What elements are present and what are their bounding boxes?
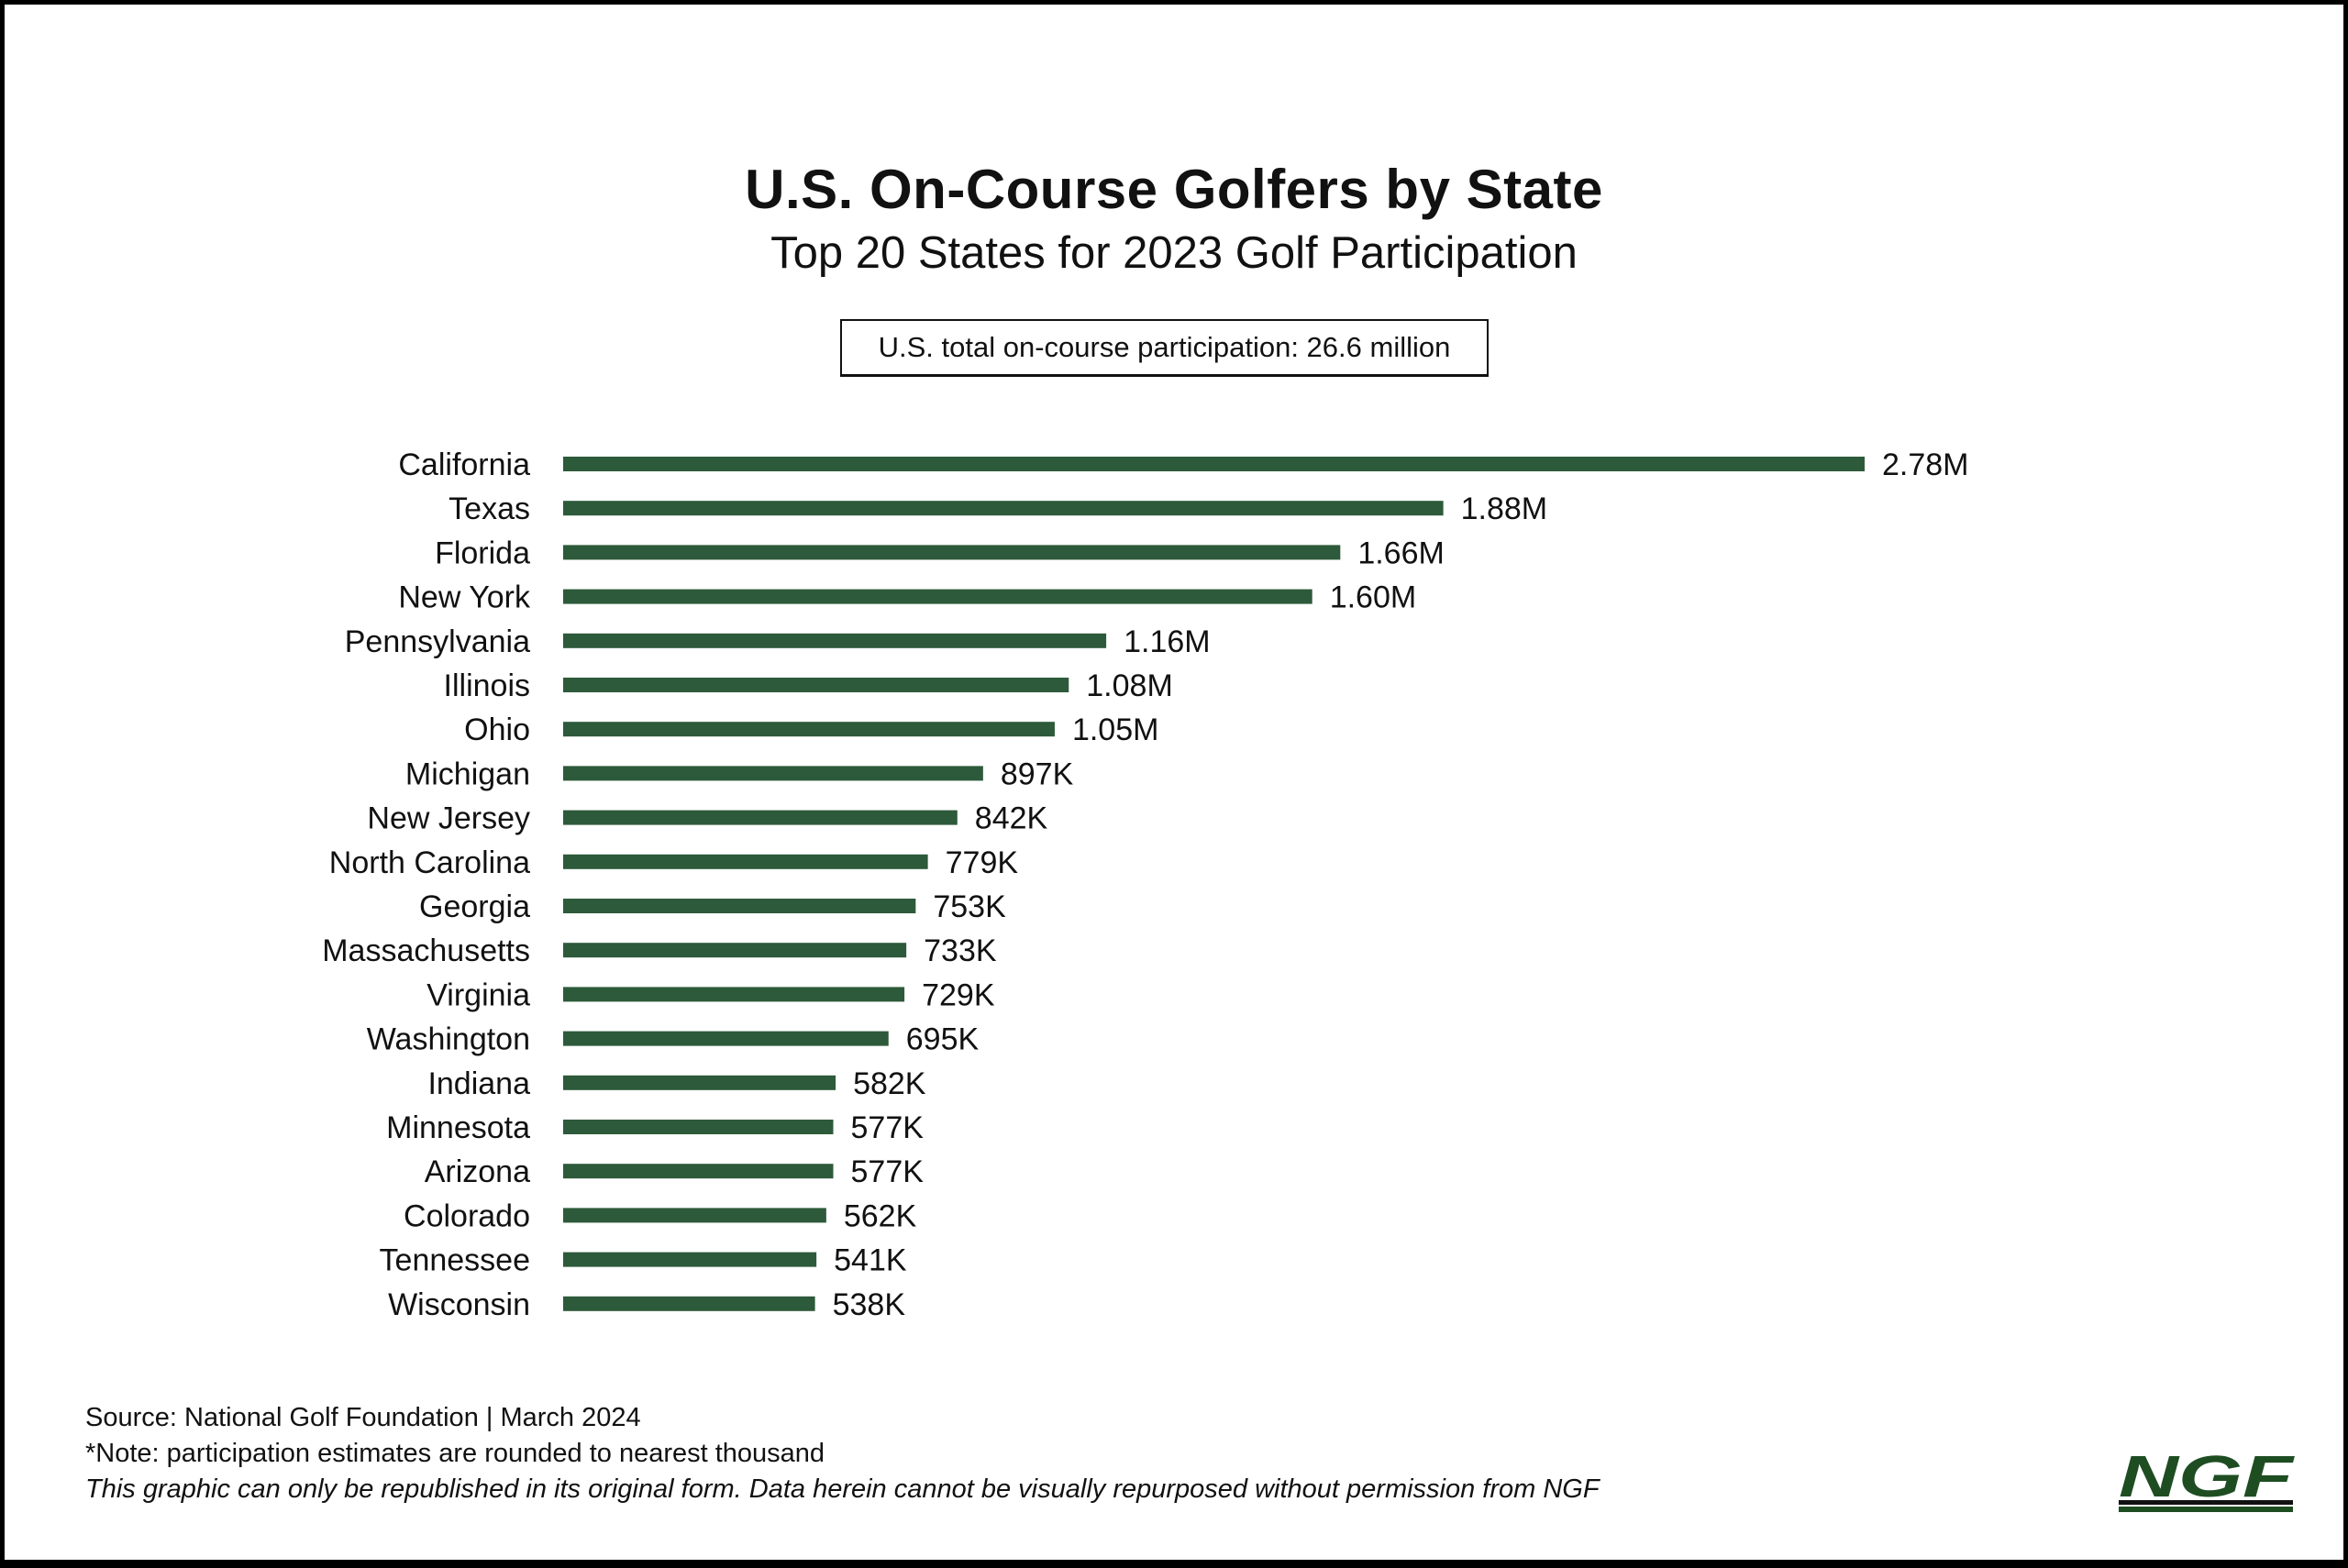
category-label: Virginia — [426, 977, 530, 1012]
category-label: Arizona — [425, 1154, 530, 1189]
category-label: Florida — [435, 536, 530, 570]
bar — [563, 899, 916, 913]
bar-row: Virginia 729K — [426, 977, 995, 1012]
bar — [563, 987, 905, 1002]
bar — [563, 1296, 815, 1311]
bar-row: Georgia 753K — [419, 889, 1006, 924]
bar-row: Tennessee 541K — [380, 1243, 907, 1278]
bar — [563, 678, 1069, 692]
category-label: New Jersey — [367, 801, 530, 836]
category-label: Tennessee — [380, 1243, 530, 1278]
bar — [563, 854, 928, 869]
bar — [563, 1164, 834, 1179]
bar-row: Wisconsin 538K — [388, 1287, 905, 1322]
bar — [563, 501, 1444, 516]
bar — [563, 589, 1312, 604]
bar — [563, 1208, 826, 1223]
bar-row: Indiana 582K — [427, 1066, 925, 1101]
category-label: New York — [398, 580, 531, 615]
bar-row: Michigan 897K — [405, 756, 1074, 791]
bar — [563, 1120, 834, 1134]
bar-row: New Jersey 842K — [367, 801, 1047, 836]
category-label: California — [398, 447, 530, 482]
category-label: Pennsylvania — [345, 624, 530, 659]
data-label: 562K — [844, 1198, 917, 1233]
bar-row: Ohio 1.05M — [464, 712, 1158, 747]
data-label: 538K — [833, 1287, 906, 1322]
chart-title: U.S. On-Course Golfers by State — [745, 159, 1603, 220]
data-label: 1.16M — [1124, 624, 1211, 659]
category-label: Indiana — [427, 1066, 530, 1101]
category-label: Michigan — [405, 756, 530, 791]
total-participation-box: U.S. total on-course participation: 26.6… — [840, 319, 1489, 377]
ngf-logo: NGF — [2119, 1449, 2296, 1512]
category-label: Ohio — [464, 712, 530, 747]
bar-row: Pennsylvania 1.16M — [345, 624, 1211, 659]
bar-row: North Carolina 779K — [329, 845, 1019, 880]
bar — [563, 545, 1341, 560]
source-label: Source — [85, 1403, 170, 1432]
bar-row: Illinois 1.08M — [444, 668, 1173, 703]
note-line: *Note: participation estimates are round… — [85, 1439, 825, 1468]
source-date: | March 2024 — [478, 1403, 641, 1432]
category-label: North Carolina — [329, 845, 530, 880]
data-label: 1.88M — [1461, 491, 1548, 526]
bar — [563, 1075, 836, 1090]
category-label: Illinois — [444, 668, 530, 703]
data-label: 541K — [834, 1243, 907, 1278]
bar — [563, 457, 1865, 471]
source-line: Source: National Golf Foundation | March… — [85, 1403, 641, 1433]
category-label: Washington — [367, 1022, 530, 1057]
bar-row: New York 1.60M — [398, 580, 1416, 615]
data-label: 733K — [924, 933, 997, 968]
disclaimer-line: This graphic can only be republished in … — [85, 1474, 1600, 1504]
data-label: 779K — [946, 845, 1019, 880]
bar-row: Texas 1.88M — [449, 491, 1547, 526]
bar — [563, 766, 983, 781]
data-label: 2.78M — [1882, 447, 1969, 482]
category-label: Massachusetts — [322, 933, 530, 968]
category-label: Georgia — [419, 889, 530, 924]
bar-row: California 2.78M — [398, 447, 1968, 482]
category-label: Wisconsin — [388, 1287, 530, 1322]
data-label: 1.60M — [1330, 580, 1417, 615]
bar-row: Colorado 562K — [404, 1198, 917, 1233]
data-label: 1.66M — [1357, 536, 1445, 570]
bar-row: Washington 695K — [367, 1022, 980, 1057]
data-label: 842K — [975, 801, 1048, 836]
bar — [563, 633, 1107, 648]
chart-subtitle: Top 20 States for 2023 Golf Participatio… — [770, 228, 1578, 278]
data-label: 1.08M — [1086, 668, 1173, 703]
bar — [563, 810, 958, 825]
data-label: 577K — [851, 1110, 925, 1145]
category-label: Minnesota — [386, 1110, 530, 1145]
svg-text:NGF: NGF — [2119, 1449, 2296, 1509]
category-label: Texas — [449, 491, 530, 526]
bar — [563, 1031, 889, 1046]
data-label: 577K — [851, 1154, 925, 1189]
bar — [563, 943, 907, 958]
bar — [563, 722, 1055, 737]
source-name: : National Golf Foundation — [169, 1403, 479, 1432]
bar — [563, 1252, 817, 1267]
data-label: 753K — [933, 889, 1006, 924]
bar-row: Florida 1.66M — [435, 536, 1445, 570]
data-label: 1.05M — [1072, 712, 1159, 747]
data-label: 897K — [1001, 756, 1074, 791]
data-label: 695K — [906, 1022, 980, 1057]
bar-row: Massachusetts 733K — [322, 933, 997, 968]
bar-row: Minnesota 577K — [386, 1110, 924, 1145]
category-label: Colorado — [404, 1198, 530, 1233]
bar-row: Arizona 577K — [425, 1154, 925, 1189]
data-label: 729K — [922, 977, 995, 1012]
data-label: 582K — [853, 1066, 926, 1101]
